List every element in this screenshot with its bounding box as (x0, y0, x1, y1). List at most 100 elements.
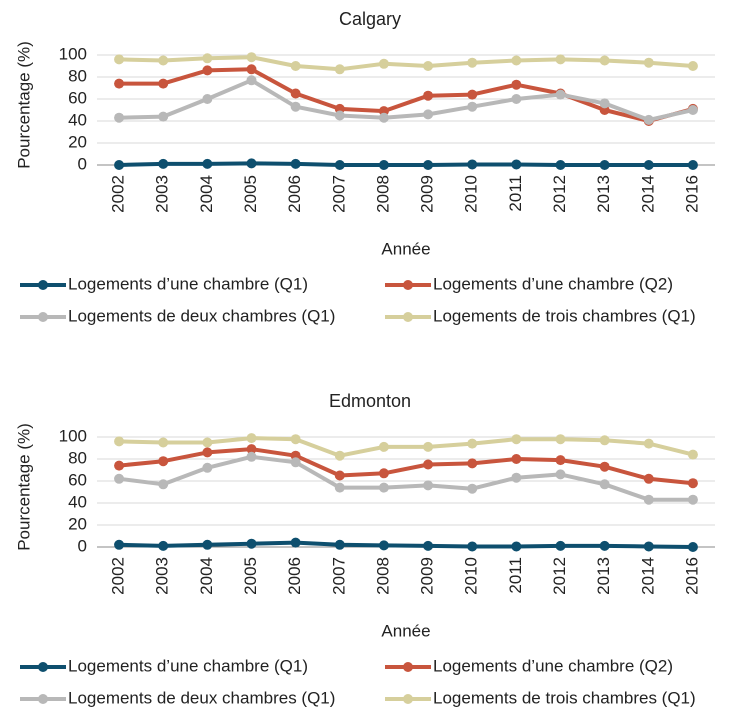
point (467, 159, 478, 170)
point (378, 540, 389, 551)
point (423, 441, 434, 452)
point (202, 65, 213, 76)
x-tick-label: 2011 (506, 557, 525, 594)
legend-marker (403, 312, 413, 322)
point (378, 58, 389, 69)
point (290, 457, 301, 468)
point (378, 441, 389, 452)
x-tick-label: 2011 (506, 175, 525, 212)
y-tick-label: 80 (68, 66, 87, 85)
chart: Calgary Pourcentage (%) 0 20 40 60 80 100 2002 20… (14, 9, 715, 325)
point (467, 483, 478, 494)
point (643, 438, 654, 449)
y-tick-label: 0 (78, 536, 87, 555)
legend-marker (403, 662, 413, 672)
point (114, 112, 125, 123)
chart-title: Edmonton (329, 391, 411, 411)
legend-label: Logements d’une chambre (Q2) (433, 656, 673, 675)
point (423, 540, 434, 551)
point (246, 444, 257, 455)
point (246, 52, 257, 63)
x-tick-label: 2005 (241, 175, 260, 213)
x-tick-label: 2005 (241, 557, 260, 595)
y-tick-label: 80 (68, 448, 87, 467)
x-tick-label: 2012 (550, 557, 569, 595)
point (158, 55, 169, 66)
point (290, 61, 301, 71)
point (467, 458, 478, 469)
point (687, 449, 698, 460)
x-tick-label: 2016 (682, 175, 701, 213)
point (114, 460, 125, 471)
point (423, 90, 434, 101)
point (158, 78, 169, 89)
point (599, 55, 610, 66)
point (555, 54, 566, 65)
series-line (119, 161, 693, 167)
point (511, 454, 522, 464)
x-tick-label: 2010 (462, 175, 481, 213)
point (202, 158, 213, 169)
y-tick-label: 40 (68, 110, 87, 129)
point (202, 539, 213, 550)
legend-marker (38, 694, 48, 704)
point (555, 160, 566, 170)
point (202, 53, 213, 64)
x-axis-label: Année (381, 239, 430, 258)
chart: Edmonton Pourcentage (%) 0 20 40 60 80 100 2002 2… (14, 391, 715, 707)
point (334, 482, 345, 493)
point (158, 437, 169, 448)
y-tick-label: 100 (59, 44, 87, 63)
point (246, 538, 257, 549)
point (511, 79, 522, 90)
point (599, 479, 610, 490)
point (290, 101, 301, 112)
series-line (119, 55, 694, 72)
point (114, 473, 125, 484)
point (246, 451, 257, 462)
series-line (119, 67, 694, 123)
point (158, 540, 169, 551)
point (643, 160, 654, 170)
point (423, 160, 434, 170)
point (423, 459, 434, 470)
point (643, 57, 654, 68)
y-tick-label: 20 (68, 132, 87, 151)
point (378, 482, 389, 493)
x-tick-label: 2003 (153, 557, 172, 595)
x-tick-label: 2016 (682, 557, 701, 595)
point (467, 101, 478, 112)
series-line (119, 436, 694, 458)
point (643, 494, 654, 505)
point (290, 158, 301, 169)
point (114, 160, 125, 170)
series-line (119, 540, 693, 549)
point (378, 160, 389, 170)
point (114, 436, 125, 447)
legend-marker (403, 280, 413, 290)
x-tick-label: 2014 (638, 175, 657, 213)
point (467, 89, 478, 100)
y-tick-label: 20 (68, 514, 87, 533)
x-tick-label: 2014 (638, 557, 657, 595)
x-axis-label: Année (381, 621, 430, 640)
y-axis-label: Pourcentage (%) (14, 41, 33, 169)
y-tick-label: 60 (68, 88, 87, 107)
point (334, 160, 345, 170)
point (423, 61, 434, 71)
legend-marker (38, 280, 48, 290)
point (687, 542, 698, 552)
x-tick-label: 2004 (197, 175, 216, 213)
point (158, 111, 169, 122)
point (158, 158, 169, 169)
point (555, 455, 566, 466)
legend-label: Logements de trois chambres (Q1) (433, 688, 696, 707)
y-axis-label: Pourcentage (%) (14, 423, 33, 551)
point (687, 61, 698, 71)
point (511, 55, 522, 66)
point (114, 539, 125, 550)
point (114, 54, 125, 65)
x-tick-label: 2010 (462, 557, 481, 595)
x-tick-label: 2006 (285, 175, 304, 213)
legend-label: Logements d’une chambre (Q1) (68, 274, 308, 293)
